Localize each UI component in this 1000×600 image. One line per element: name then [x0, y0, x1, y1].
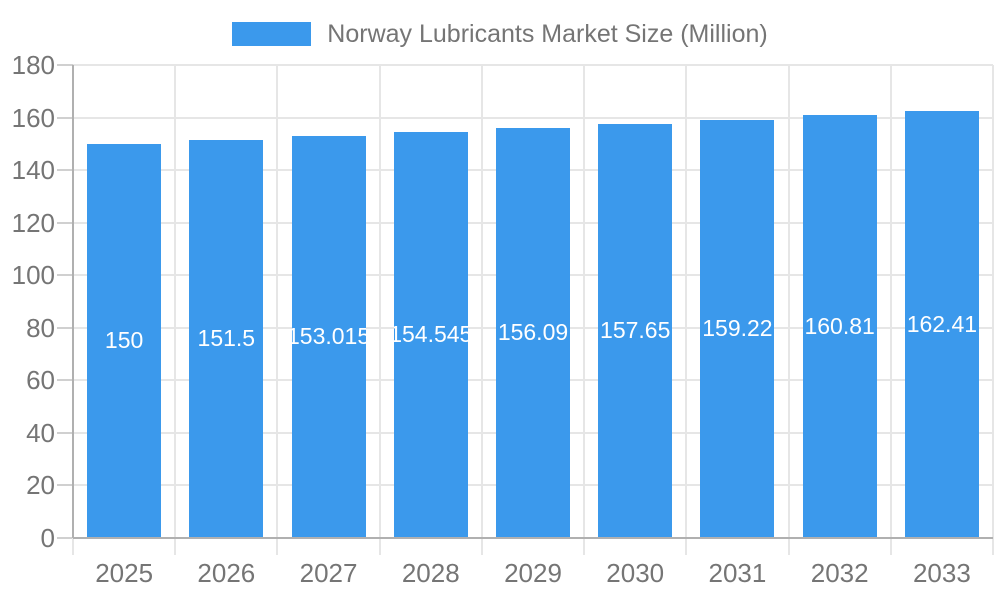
x-axis-label: 2025: [95, 558, 154, 588]
bar-value-label: 159.22: [702, 315, 773, 342]
v-gridline: [889, 65, 892, 555]
v-gridline: [583, 65, 586, 555]
x-axis-line: [73, 537, 993, 539]
legend-item[interactable]: Norway Lubricants Market Size (Million): [232, 19, 768, 49]
x-axis-label: 2033: [912, 558, 971, 588]
v-gridline: [787, 65, 790, 555]
y-axis-label: 180: [11, 50, 55, 80]
y-axis-label: 100: [11, 260, 55, 291]
y-axis-tick: [57, 484, 73, 487]
h-gridline: [73, 64, 993, 66]
y-axis-label: 0: [40, 523, 55, 553]
legend: Norway Lubricants Market Size (Million): [0, 20, 1000, 48]
y-axis-tick: [57, 64, 73, 66]
y-axis-line: [72, 65, 74, 538]
y-axis-tick: [57, 379, 73, 382]
bar: 160.81: [802, 115, 877, 538]
v-gridline: [992, 65, 994, 555]
bar: 157.65: [598, 123, 673, 538]
plot-area: 150 151.5 153.015 154.545 156.09 157.65 159.22…: [57, 64, 994, 555]
legend-swatch: [232, 22, 312, 46]
bar: 150: [87, 143, 162, 538]
bar-value-label: 160.81: [804, 313, 875, 340]
v-gridline: [685, 65, 688, 555]
y-axis-label: 20: [26, 470, 55, 501]
bar-value-label: 153.015: [291, 323, 366, 350]
v-gridline: [480, 65, 483, 555]
bar-value-label: 150: [104, 327, 144, 354]
y-axis-tick: [57, 326, 73, 329]
y-axis-label: 40: [26, 417, 55, 448]
y-axis-label: 120: [11, 207, 55, 238]
bar-value-label: 151.5: [197, 325, 256, 352]
x-axis-label: 2027: [299, 558, 358, 588]
y-axis-label: 140: [11, 155, 55, 186]
legend-label: Norway Lubricants Market Size (Million): [327, 19, 768, 48]
y-axis-tick: [57, 169, 73, 172]
y-axis-label: 160: [11, 102, 55, 133]
bar: 153.015: [291, 135, 366, 538]
v-gridline: [174, 65, 177, 555]
bar-value-label: 157.65: [600, 317, 671, 344]
v-gridline: [378, 65, 381, 555]
bar: 159.22: [700, 119, 775, 538]
bar: 151.5: [189, 139, 264, 538]
bar-value-label: 156.09: [497, 319, 569, 346]
x-axis-label: 2031: [708, 558, 767, 588]
x-axis-label: 2032: [810, 558, 869, 588]
x-axis-label: 2030: [606, 558, 665, 588]
bar-value-label: 162.41: [906, 311, 978, 338]
v-gridline: [276, 65, 279, 555]
bar-value-label: 154.545: [393, 321, 468, 348]
y-axis-tick: [57, 274, 73, 277]
bar: 162.41: [904, 111, 979, 538]
x-axis-label: 2029: [504, 558, 562, 588]
bar: 154.545: [393, 131, 468, 538]
y-axis-tick: [57, 116, 73, 119]
y-axis-tick: [57, 431, 73, 434]
y-axis-label: 80: [26, 312, 55, 343]
y-axis-tick: [57, 221, 73, 224]
x-axis-label: 2026: [197, 558, 256, 588]
bar: 156.09: [496, 127, 570, 538]
y-axis-label: 60: [26, 365, 55, 396]
y-axis-tick: [57, 537, 73, 539]
x-axis-label: 2028: [401, 558, 460, 588]
h-gridline: [73, 116, 993, 119]
